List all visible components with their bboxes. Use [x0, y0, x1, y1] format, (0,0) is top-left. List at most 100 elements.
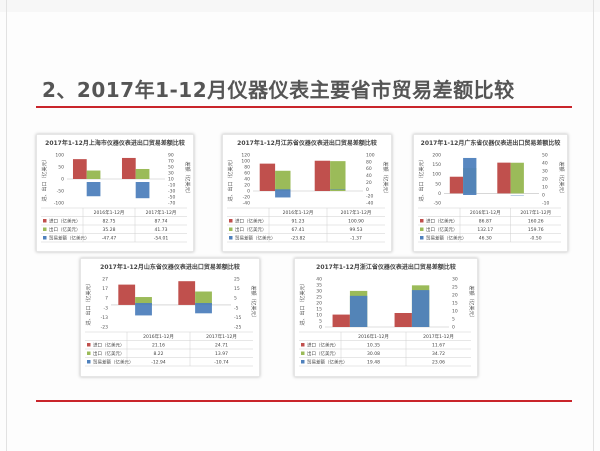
table-value: 100.90 — [348, 219, 364, 225]
left-tick-label: 17 — [102, 286, 108, 292]
right-tick-label: -5 — [234, 305, 239, 311]
right-tick-label: 100 — [366, 153, 375, 159]
right-tick-label: 90 — [168, 153, 174, 159]
legend-key — [43, 219, 47, 223]
legend-label: 进口（亿美元） — [235, 218, 267, 225]
y-axis-label: 进、出口（亿美元） — [227, 156, 234, 201]
table-value: 10.35 — [367, 343, 380, 349]
table-category: 2017年1-12月 — [341, 209, 372, 216]
right-tick-label: 20 — [452, 293, 458, 299]
legend-key — [87, 351, 91, 355]
right-tick-label: -70 — [168, 201, 175, 207]
bar-import — [332, 314, 350, 327]
table-value: -0.50 — [530, 236, 542, 242]
y2-axis-label: 差额（亿美元） — [468, 285, 475, 320]
chart-title: 2017年1-12月浙江省仪器仪表进出口贸易差额比较 — [316, 263, 456, 271]
legend-key — [420, 236, 424, 240]
y2-axis-label: 差额（亿美元） — [558, 161, 565, 196]
y-axis-label: 进、出口（亿美元） — [85, 280, 92, 325]
table-value: 41.73 — [155, 227, 168, 233]
right-tick-label: -25 — [234, 325, 241, 331]
legend-key — [301, 360, 305, 364]
left-tick-label: -23 — [101, 325, 108, 331]
left-tick-label: -40 — [243, 201, 250, 207]
table-category: 2016年1-12月 — [143, 333, 174, 340]
left-tick-label: 20 — [316, 301, 322, 307]
table-value: -10.74 — [214, 360, 229, 366]
table-category: 2017年1-12月 — [423, 333, 454, 340]
legend-key — [301, 343, 305, 347]
left-tick-label: 40 — [316, 277, 322, 283]
table-category: 2016年1-12月 — [358, 333, 389, 340]
right-tick-label: -40 — [366, 201, 373, 207]
right-tick-label: -50 — [168, 195, 175, 201]
legend-label: 贸易差额（亿美元） — [307, 359, 348, 366]
table-value: 160.26 — [528, 219, 544, 225]
legend-label: 出口（亿美元） — [235, 226, 267, 233]
left-tick-label: 120 — [241, 153, 250, 159]
left-tick-label: -100 — [54, 201, 64, 207]
right-tick-label: 20 — [542, 177, 548, 183]
title-underline — [36, 106, 572, 108]
y2-axis-label: 差额（亿美元） — [184, 161, 191, 196]
chart-title: 2017年1-12月山东省仪器仪表进出口贸易差额比较 — [100, 263, 240, 271]
left-tick-label: 7 — [105, 296, 108, 302]
left-tick-label: -50 — [434, 201, 441, 207]
bar-import — [394, 312, 412, 327]
bar-export — [330, 161, 346, 191]
right-tick-label: 15 — [452, 301, 458, 307]
right-tick-label: 5 — [234, 296, 237, 302]
left-tick-label: 80 — [244, 165, 250, 171]
chart-title: 2017年1-12月上海市仪器仪表进出口贸易差额比较 — [45, 139, 185, 147]
table-value: 13.97 — [215, 351, 228, 357]
legend-key — [301, 351, 305, 355]
table-value: 19.48 — [367, 360, 380, 366]
bar-export — [510, 162, 524, 194]
bar-export — [195, 291, 212, 305]
legend-key — [229, 227, 233, 231]
chart-zhejiang: 2017年1-12月浙江省仪器仪表进出口贸易差额比较40353025201510… — [299, 263, 475, 367]
legend-key — [229, 236, 233, 240]
left-tick-label: 0 — [247, 189, 250, 195]
table-category: 2016年1-12月 — [283, 209, 314, 216]
legend-label: 出口（亿美元） — [307, 350, 339, 357]
bar-import — [118, 284, 136, 305]
legend-label: 进口（亿美元） — [426, 218, 458, 225]
left-tick-label: 25 — [316, 295, 322, 301]
left-tick-label: 40 — [244, 177, 250, 183]
right-tick-label: 60 — [366, 166, 372, 172]
table-value: 82.75 — [103, 219, 116, 225]
bar-import — [314, 160, 331, 191]
left-tick-label: 0 — [438, 191, 441, 197]
right-tick-label: 0 — [542, 193, 545, 199]
right-tick-label: 40 — [366, 173, 372, 179]
chart-jiangsu: 2017年1-12月江苏省仪器仪表进出口贸易差额比较12010080604020… — [227, 139, 389, 243]
left-tick-label: -20 — [243, 195, 250, 201]
legend-label: 贸易差额（亿美元） — [426, 235, 467, 242]
bar-import — [259, 163, 276, 191]
left-tick-label: 100 — [241, 159, 250, 165]
left-tick-label: 15 — [316, 307, 322, 313]
table-value: 91.23 — [292, 219, 305, 225]
legend-key — [43, 227, 47, 231]
legend-label: 进口（亿美元） — [307, 342, 339, 349]
right-tick-label: 30 — [168, 171, 174, 177]
left-tick-label: 200 — [432, 153, 441, 159]
left-tick-label: -3 — [104, 305, 109, 311]
left-tick-label: 50 — [58, 165, 64, 171]
right-tick-label: 70 — [168, 159, 174, 165]
legend-key — [87, 343, 91, 347]
right-tick-label: 10 — [542, 185, 548, 191]
legend-label: 进口（亿美元） — [93, 342, 125, 349]
bar-balance — [275, 189, 291, 198]
table-category: 2017年1-12月 — [206, 333, 237, 340]
y-axis-label: 进、出口（亿美元） — [418, 156, 425, 201]
legend-key — [229, 219, 233, 223]
right-tick-label: 0 — [366, 187, 369, 193]
bar-balance — [135, 303, 152, 316]
table-value: -54.01 — [154, 236, 169, 242]
legend-label: 贸易差额（亿美元） — [93, 359, 134, 366]
right-tick-label: 10 — [168, 177, 174, 183]
left-tick-label: 35 — [316, 283, 322, 289]
